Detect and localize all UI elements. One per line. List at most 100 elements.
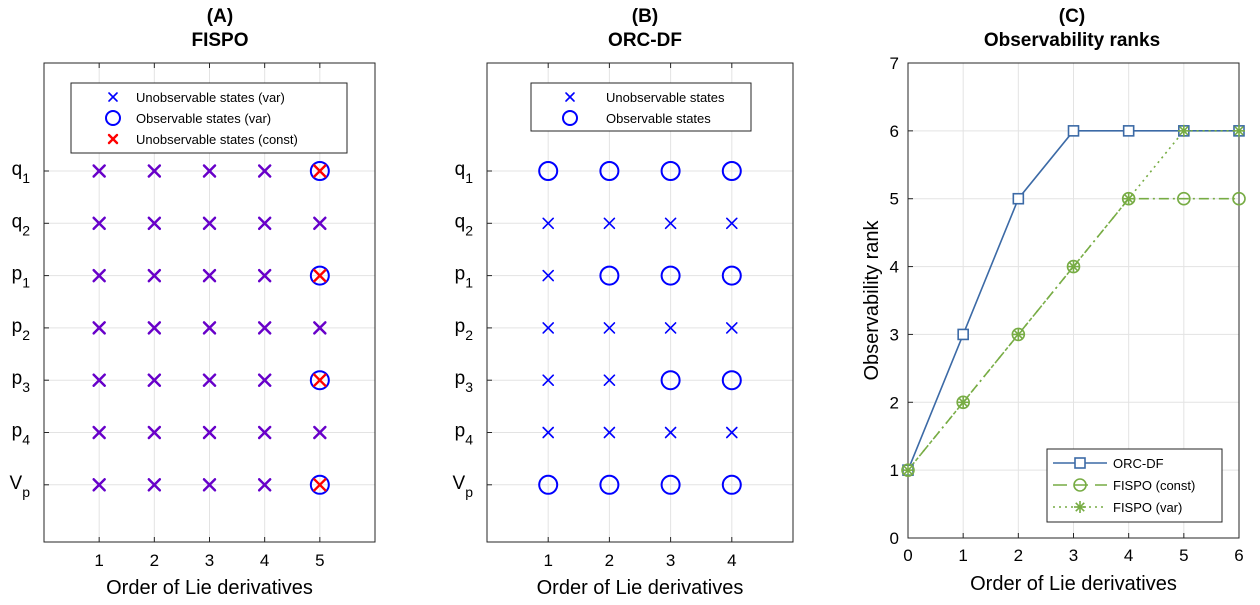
state-label-q1: q1 — [455, 159, 474, 186]
y-tick-label: 0 — [890, 529, 899, 548]
series-marker-square — [1067, 125, 1080, 137]
x-tick-label: 2 — [1014, 546, 1023, 565]
unobservable-const-marker — [92, 478, 106, 492]
unobservable-marker — [725, 426, 738, 439]
observable-marker — [599, 474, 620, 495]
observable-marker — [721, 474, 742, 495]
unobservable-const-marker — [257, 321, 272, 335]
unobservable-const-marker — [313, 216, 327, 231]
legend-label-0: Unobservable states — [606, 90, 725, 105]
y-tick-label: 2 — [890, 393, 899, 412]
panel-c-title: Observability ranks — [983, 30, 1161, 51]
series-marker-square — [1012, 192, 1025, 205]
observable-marker — [721, 370, 742, 391]
series-marker-circle — [1232, 191, 1246, 206]
y-tick-label: 7 — [890, 54, 899, 73]
unobservable-const-marker — [92, 321, 106, 335]
x-axis-label: Order of Lie derivatives — [970, 573, 1177, 595]
observable-marker — [660, 265, 681, 286]
unobservable-const-marker — [202, 321, 217, 335]
x-tick-label: 3 — [1069, 546, 1078, 565]
observable-marker — [599, 265, 620, 286]
unobservable-marker — [664, 426, 677, 439]
unobservable-marker — [603, 217, 616, 230]
x-tick-label: 0 — [903, 546, 912, 565]
unobservable-const-marker — [92, 373, 106, 387]
legend-box — [530, 82, 752, 132]
unobservable-marker — [664, 322, 677, 334]
series-marker-asterisk — [1012, 328, 1025, 341]
unobservable-const-marker — [313, 321, 327, 335]
panel-a-title: FISPO — [191, 30, 249, 51]
unobservable-const-marker — [147, 425, 162, 440]
legend-marker-0 — [1074, 457, 1086, 469]
axes-frame-b — [486, 62, 794, 543]
observable-marker — [660, 161, 681, 181]
state-label-p3: p3 — [12, 368, 31, 395]
series-marker-asterisk — [1233, 124, 1245, 137]
unobservable-const-marker — [313, 164, 327, 178]
unobservable-marker — [542, 322, 555, 334]
unobservable-const-marker — [202, 268, 217, 283]
unobservable-const-marker — [313, 373, 327, 387]
x-tick-label: 1 — [958, 546, 967, 565]
state-label-q1: q1 — [12, 159, 31, 186]
legend-label-1: Observable states — [606, 111, 711, 126]
unobservable-marker — [725, 217, 738, 230]
unobservable-const-marker — [202, 425, 217, 440]
legend-label-2: Unobservable states (const) — [136, 132, 298, 147]
observable-marker — [538, 474, 559, 495]
x-tick-label: 4 — [727, 551, 736, 570]
unobservable-const-marker — [257, 268, 272, 283]
unobservable-const-marker — [147, 216, 162, 231]
unobservable-const-marker — [147, 321, 162, 335]
unobservable-const-marker — [147, 164, 162, 178]
y-tick-label: 3 — [890, 325, 899, 344]
unobservable-const-marker — [257, 164, 272, 178]
y-axis-label: Observability rank — [861, 219, 883, 380]
unobservable-const-marker — [147, 478, 162, 492]
series-marker-asterisk — [1122, 192, 1135, 205]
unobservable-const-marker — [92, 216, 106, 231]
y-tick-label: 1 — [890, 461, 899, 480]
state-label-p4: p4 — [12, 421, 31, 448]
legend-marker-1 — [1073, 478, 1087, 492]
state-label-q2: q2 — [12, 211, 31, 238]
unobservable-marker — [603, 426, 616, 439]
series-marker-asterisk — [1067, 260, 1080, 273]
state-label-p1: p1 — [12, 264, 31, 291]
unobservable-marker — [603, 374, 616, 387]
unobservable-const-marker — [257, 373, 272, 387]
unobservable-const-marker — [313, 425, 327, 440]
legend-marker-2 — [107, 133, 119, 145]
unobservable-marker — [664, 217, 677, 230]
observable-var-marker — [309, 161, 330, 181]
unobservable-const-marker — [257, 478, 272, 492]
legend-label-2: FISPO (var) — [1113, 500, 1182, 515]
panel-b-title: ORC-DF — [608, 30, 682, 51]
series-marker-square — [1122, 125, 1135, 137]
observable-marker — [538, 161, 559, 181]
unobservable-marker — [725, 322, 738, 334]
unobservable-const-marker — [257, 425, 272, 440]
x-axis-label: Order of Lie derivatives — [537, 577, 744, 599]
unobservable-const-marker — [147, 268, 162, 283]
x-axis-label: Order of Lie derivatives — [106, 577, 313, 599]
legend-marker-0 — [565, 92, 575, 102]
x-tick-label: 4 — [260, 551, 269, 570]
y-tick-label: 5 — [890, 190, 899, 209]
observable-marker — [721, 265, 742, 286]
x-tick-label: 6 — [1234, 546, 1243, 565]
observable-var-marker — [309, 474, 330, 495]
state-label-p2: p2 — [455, 316, 474, 343]
legend-label-0: Unobservable states (var) — [136, 90, 285, 105]
state-label-q2: q2 — [455, 211, 474, 238]
series-marker-asterisk — [1177, 124, 1190, 137]
observable-marker — [660, 474, 681, 495]
unobservable-const-marker — [92, 425, 106, 440]
unobservable-const-marker — [92, 164, 106, 178]
unobservable-const-marker — [202, 164, 217, 178]
observable-marker — [660, 370, 681, 391]
state-label-p2: p2 — [12, 316, 31, 343]
